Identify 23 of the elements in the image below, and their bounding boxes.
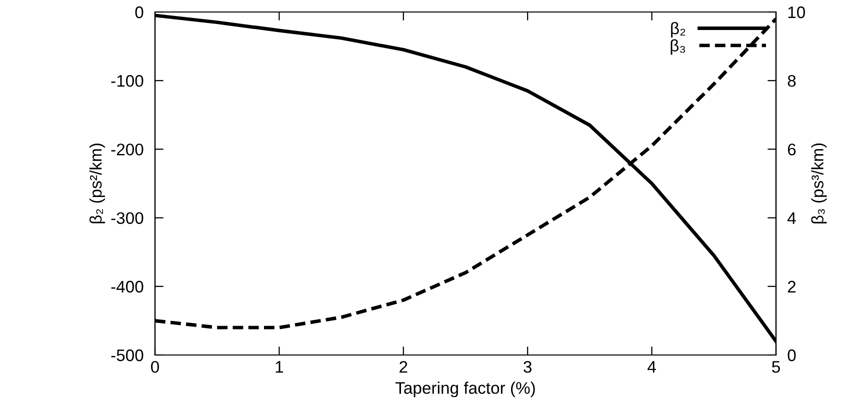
x-tick-label: 2: [400, 360, 408, 373]
y2-tick-label: 4: [787, 212, 796, 224]
y-tick-label: -300: [111, 212, 144, 224]
y-tick-label: -500: [111, 349, 144, 362]
x-tick-label: 1: [276, 361, 284, 373]
y-tick-label: -200: [111, 144, 144, 156]
y-tick-label: -100: [111, 75, 144, 87]
x-axis-title: Tapering factor (%): [395, 382, 535, 398]
legend-label: β₂: [671, 22, 686, 38]
y2-tick-label: 10: [788, 6, 805, 18]
y2-tick-label: 0: [788, 349, 796, 362]
x-tick-label: 4: [648, 361, 656, 373]
legend-label: β₃: [670, 39, 686, 55]
x-tick-label: 5: [772, 361, 780, 373]
y2-tick-label: 6: [788, 144, 796, 156]
y2-tick-label: 8: [788, 75, 796, 87]
y-tick-label: 0: [135, 6, 144, 18]
x-tick-label: 3: [524, 360, 532, 373]
y-tick-label: -400: [111, 280, 144, 293]
x-tick-label: 0: [151, 360, 159, 373]
y2-axis-title: β₃ (ps³/km): [811, 143, 827, 224]
y-axis-title: β₂ (ps²/km): [89, 144, 105, 224]
y2-tick-label: 2: [788, 280, 796, 292]
